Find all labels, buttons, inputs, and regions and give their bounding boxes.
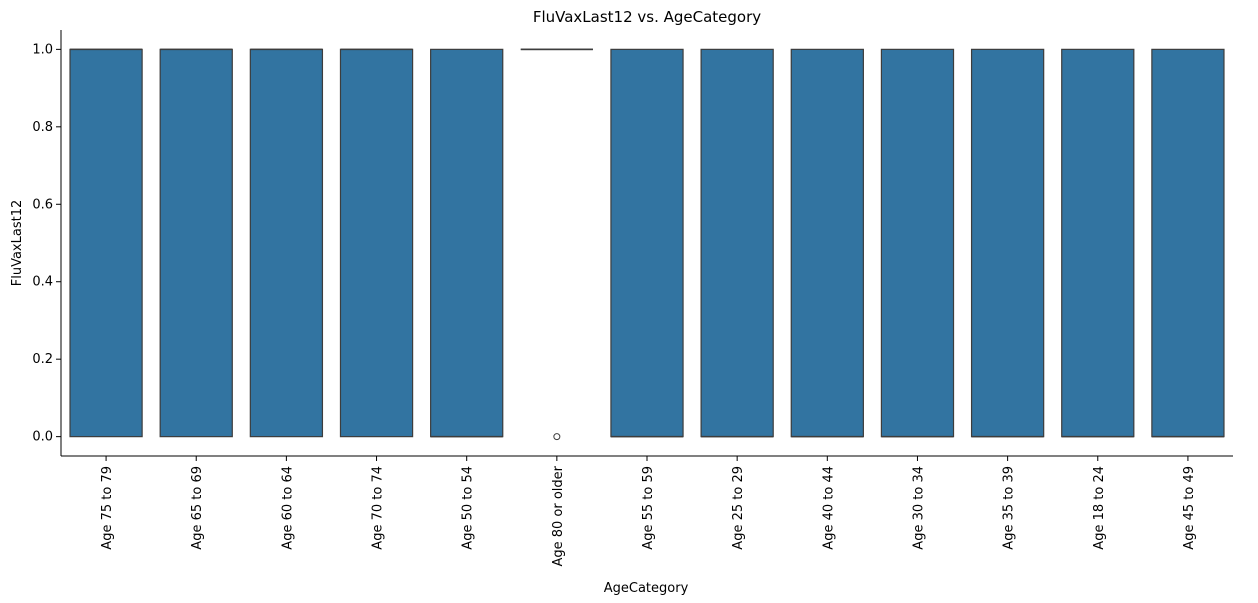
y-tick-label: 0.8 (32, 120, 53, 135)
y-tick-label: 0.6 (32, 197, 53, 212)
y-axis: 0.0 0.2 0.4 0.6 0.8 1.0 (32, 42, 61, 445)
y-tick-label: 0.0 (32, 430, 53, 445)
box (790, 48, 864, 438)
box-group (1061, 48, 1135, 438)
chart-title: FluVaxLast12 vs. AgeCategory (533, 8, 761, 26)
x-tick-label: Age 75 to 79 (100, 466, 115, 550)
boxes-layer (69, 48, 1225, 441)
x-tick-label: Age 25 to 29 (731, 466, 746, 550)
box (700, 48, 774, 438)
box (970, 48, 1045, 438)
x-tick-label: Age 45 to 49 (1182, 466, 1197, 550)
box-group (1151, 48, 1225, 438)
box (159, 48, 233, 438)
box (339, 48, 414, 438)
box-group (700, 48, 774, 438)
y-tick-label: 0.2 (32, 352, 53, 367)
outlier-point (553, 433, 561, 441)
box-group (69, 48, 143, 438)
x-tick-label: Age 18 to 24 (1092, 466, 1107, 550)
x-tick-label: Age 65 to 69 (190, 466, 205, 550)
y-tick-label: 0.4 (32, 275, 53, 290)
box (880, 48, 955, 438)
box-group (880, 48, 955, 438)
box (1061, 48, 1135, 438)
x-axis-label: AgeCategory (604, 581, 689, 596)
x-tick-label: Age 35 to 39 (1002, 466, 1017, 550)
box-group (249, 48, 324, 438)
box (1151, 48, 1225, 438)
box (69, 48, 143, 438)
box-group (790, 48, 864, 438)
x-tick-label: Age 60 to 64 (280, 466, 295, 550)
box-group (159, 48, 233, 438)
x-tick-label: Age 80 or older (551, 465, 566, 566)
x-tick-label: Age 30 to 34 (911, 466, 926, 550)
box (430, 48, 504, 438)
x-axis: Age 75 to 79 Age 65 to 69 Age 60 to 64 Age … (100, 456, 1197, 567)
box (249, 48, 324, 438)
box-group (520, 48, 593, 441)
x-tick-label: Age 55 to 59 (641, 466, 656, 550)
box (610, 48, 684, 438)
box-group (970, 48, 1045, 438)
box-group (610, 48, 684, 438)
box-group (430, 48, 504, 438)
x-tick-label: Age 70 to 74 (371, 466, 386, 550)
y-axis-label: FluVaxLast12 (10, 200, 25, 287)
x-tick-label: Age 40 to 44 (821, 466, 836, 550)
y-tick-label: 1.0 (32, 42, 53, 57)
box-group (339, 48, 414, 438)
x-tick-label: Age 50 to 54 (461, 466, 476, 550)
